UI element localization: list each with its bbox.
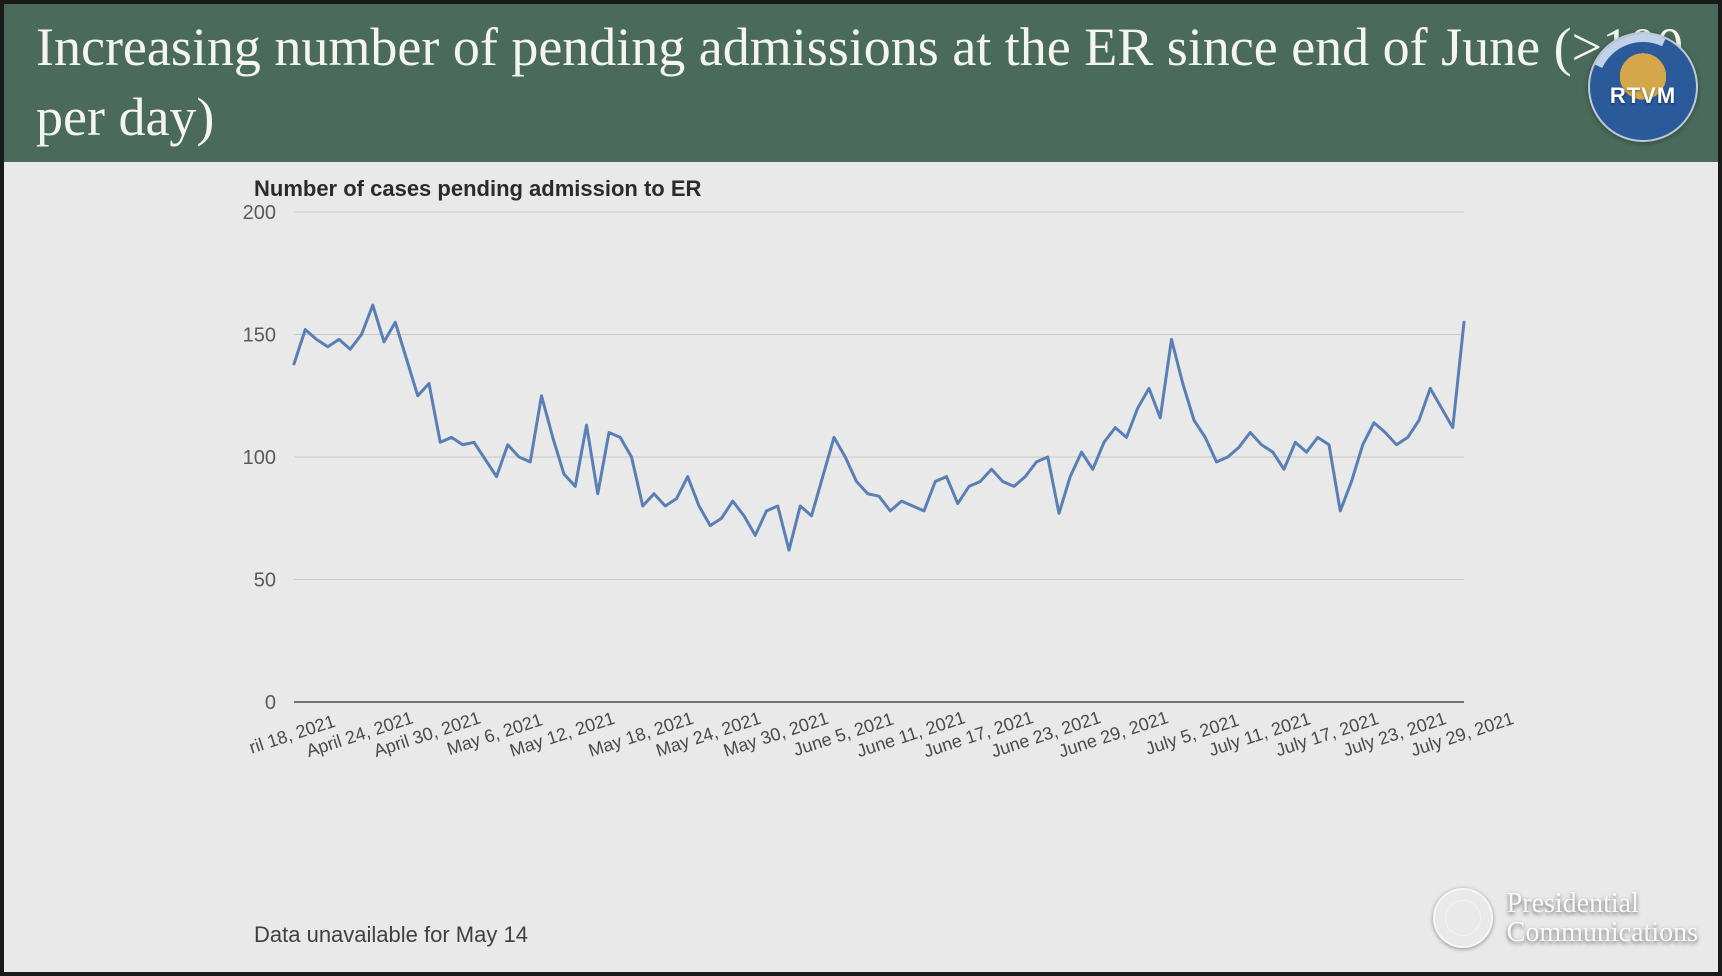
watermark-line2: Communications <box>1507 918 1698 947</box>
chart-footnote: Data unavailable for May 14 <box>254 922 528 948</box>
line-chart: 050100150200ril 18, 2021April 24, 2021Ap… <box>4 162 1722 976</box>
y-tick-label: 200 <box>243 202 276 224</box>
slide-title: Increasing number of pending admissions … <box>36 17 1683 147</box>
slide-frame: Increasing number of pending admissions … <box>4 4 1718 972</box>
y-tick-label: 50 <box>254 570 276 592</box>
seal-icon <box>1433 888 1493 948</box>
slide-header: Increasing number of pending admissions … <box>4 4 1718 162</box>
chart-area: Number of cases pending admission to ER … <box>4 162 1718 972</box>
rtvm-logo: RTVM <box>1588 32 1698 142</box>
watermark-text: Presidential Communications <box>1507 889 1698 948</box>
watermark-line1: Presidential <box>1507 889 1698 918</box>
series-line <box>294 305 1464 550</box>
watermark: Presidential Communications <box>1433 888 1698 948</box>
y-tick-label: 150 <box>243 325 276 347</box>
y-tick-label: 0 <box>265 692 276 714</box>
y-tick-label: 100 <box>243 447 276 469</box>
